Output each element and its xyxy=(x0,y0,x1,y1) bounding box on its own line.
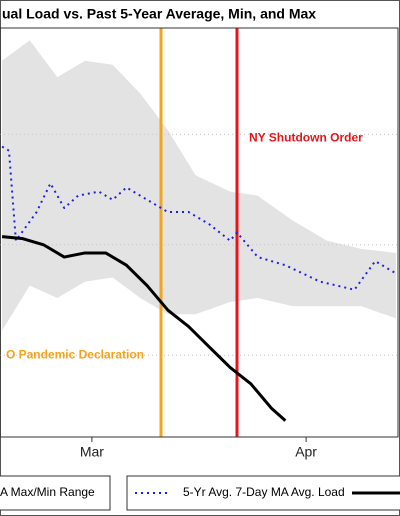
x-tick-label: Mar xyxy=(80,444,104,460)
legend-box xyxy=(0,475,111,511)
plot-frame xyxy=(0,27,399,438)
legend-label: 5-Yr Avg. 7-Day MA Avg. Load xyxy=(183,485,345,499)
chart-title: ual Load vs. Past 5-Year Average, Min, a… xyxy=(2,6,316,22)
legend-label: A Max/Min Range xyxy=(0,485,95,499)
event-label: O Pandemic Declaration xyxy=(6,347,144,361)
range-band xyxy=(2,40,396,331)
x-tick-label: Apr xyxy=(295,444,317,460)
event-label: NY Shutdown Order xyxy=(249,131,363,145)
series-line xyxy=(1,235,287,422)
